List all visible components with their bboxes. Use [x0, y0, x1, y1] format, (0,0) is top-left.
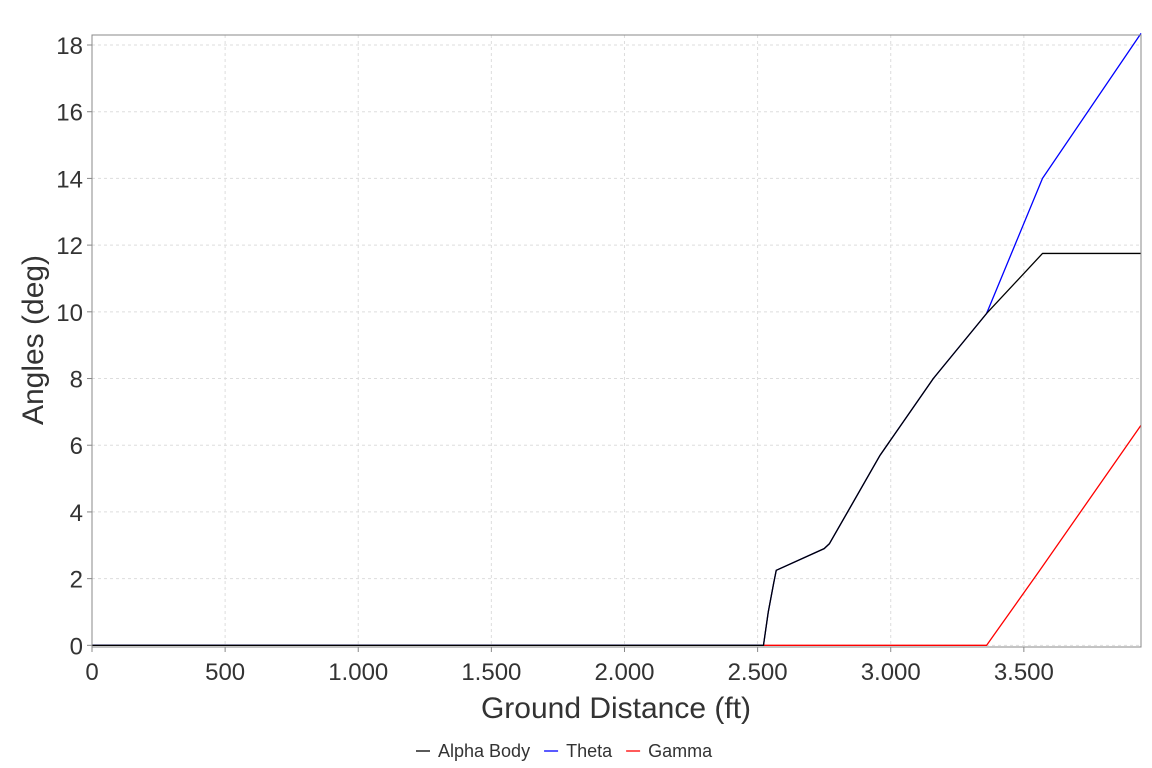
y-axis-title: Angles (deg): [17, 255, 50, 425]
legend-item: Theta: [544, 741, 613, 761]
legend: Alpha Body Theta Gamma: [416, 741, 713, 761]
x-tick-label: 2.000: [594, 659, 654, 686]
y-tick-label: 18: [56, 33, 83, 60]
y-tick-label: 14: [56, 166, 83, 193]
series-line-alpha-body: [92, 252, 1141, 646]
x-tick-label: 3.500: [994, 659, 1054, 686]
x-tick-label: 500: [205, 659, 245, 686]
x-tick-label: 1.500: [461, 659, 521, 686]
x-tick-label: 1.000: [328, 659, 388, 686]
series-line-gamma: [763, 424, 1142, 646]
y-axis-ticks: 0 2 4 6 8 10 12 14 16 18: [56, 33, 92, 660]
y-tick-label: 16: [56, 100, 83, 127]
y-tick-label: 6: [70, 433, 83, 460]
series-line-theta: [92, 32, 1142, 646]
y-tick-label: 10: [56, 300, 83, 327]
x-tick-label: 0: [85, 659, 98, 686]
y-tick-label: 4: [70, 500, 83, 527]
x-axis-ticks: 0 500 1.000 1.500 2.000 2.500 3.000 3.500: [85, 647, 1054, 686]
x-tick-label: 3.000: [861, 659, 921, 686]
x-axis-title: Ground Distance (ft): [481, 692, 751, 725]
legend-item: Alpha Body: [416, 741, 530, 761]
legend-label: Alpha Body: [438, 741, 530, 761]
legend-label: Gamma: [648, 741, 713, 761]
x-tick-label: 2.500: [728, 659, 788, 686]
plot-frame: [91, 34, 1142, 648]
series-layer: [92, 32, 1142, 646]
y-tick-label: 2: [70, 567, 83, 594]
y-tick-label: 0: [70, 633, 83, 660]
legend-item: Gamma: [626, 741, 713, 761]
legend-label: Theta: [566, 741, 613, 761]
grid-lines: [92, 35, 1141, 647]
y-tick-label: 12: [56, 233, 83, 260]
y-tick-label: 8: [70, 367, 83, 394]
